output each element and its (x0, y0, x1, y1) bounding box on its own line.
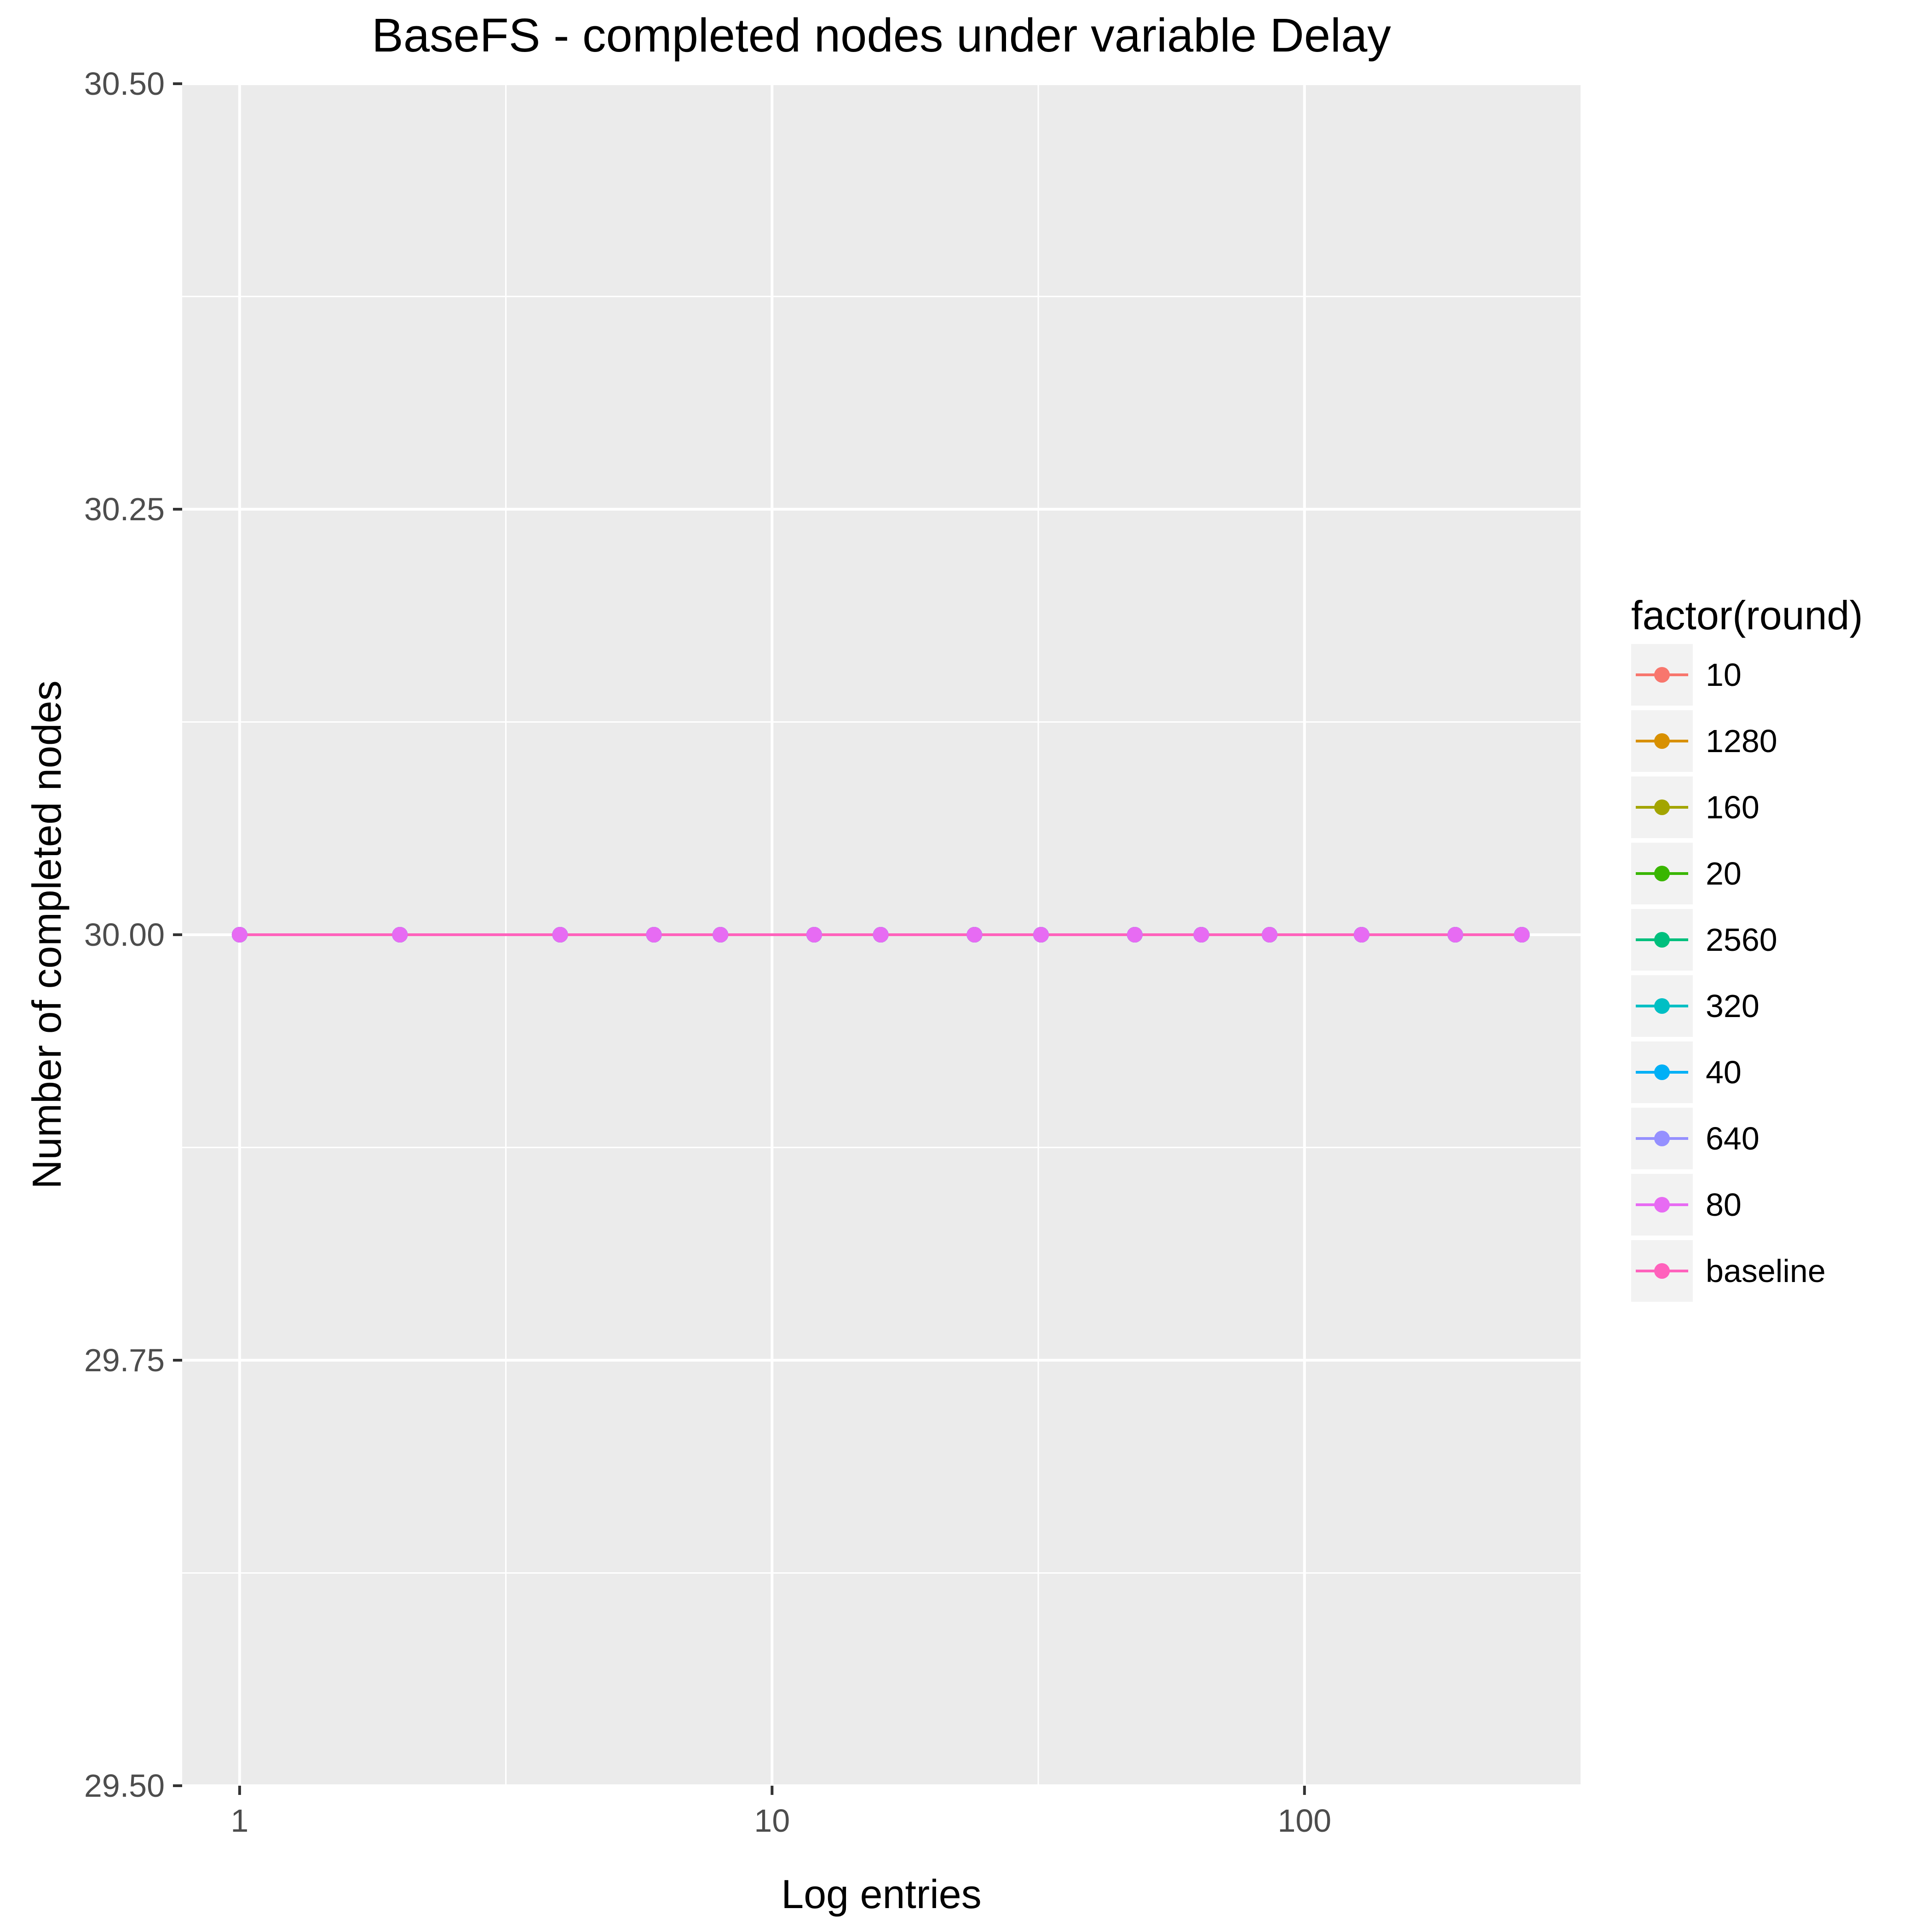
y-tick-label: 29.75 (84, 1342, 165, 1378)
x-tick-label: 10 (754, 1803, 790, 1839)
legend-label-640: 640 (1706, 1121, 1760, 1156)
y-axis: 29.50 29.75 30.00 30.25 30.50 (84, 66, 182, 1804)
legend-label-baseline: baseline (1706, 1253, 1826, 1289)
legend-label-20: 20 (1706, 856, 1742, 891)
x-axis-label: Log entries (781, 1871, 981, 1917)
legend-key-point (1654, 1064, 1670, 1080)
data-point-80 (966, 927, 983, 943)
x-tick-label: 1 (230, 1803, 248, 1839)
legend-key-point (1654, 733, 1670, 749)
legend-key-point (1654, 799, 1670, 815)
data-point-80 (1193, 927, 1209, 943)
legend-label-2560: 2560 (1706, 922, 1777, 958)
legend-label-10: 10 (1706, 657, 1742, 693)
data-point-80 (1127, 927, 1143, 943)
data-point-80 (1447, 927, 1463, 943)
legend-label-160: 160 (1706, 789, 1760, 825)
legend-title: factor(round) (1631, 592, 1863, 638)
data-point-80 (806, 927, 822, 943)
data-point-80 (231, 927, 247, 943)
legend: factor(round) 10 1280 160 20 2560 320 40 640 80 b… (1631, 592, 1863, 1302)
data-point-80 (873, 927, 889, 943)
data-point-80 (1353, 927, 1369, 943)
data-point-80 (1033, 927, 1049, 943)
legend-key-point (1654, 932, 1670, 948)
legend-label-1280: 1280 (1706, 723, 1777, 759)
legend-key-point (1654, 667, 1670, 683)
y-axis-label: Number of completed nodes (24, 680, 69, 1189)
data-point-80 (646, 927, 662, 943)
chart-title: BaseFS - completed nodes under variable … (372, 9, 1391, 62)
data-point-80 (392, 927, 408, 943)
data-point-80 (1514, 927, 1530, 943)
legend-key-point (1654, 1197, 1670, 1213)
legend-label-320: 320 (1706, 988, 1760, 1024)
y-tick-label: 30.25 (84, 491, 165, 527)
legend-key-point (1654, 866, 1670, 881)
x-tick-label: 100 (1277, 1803, 1331, 1839)
data-point-80 (713, 927, 729, 943)
data-point-80 (1262, 927, 1278, 943)
y-tick-label: 29.50 (84, 1768, 165, 1804)
legend-key-point (1654, 998, 1670, 1014)
legend-label-40: 40 (1706, 1054, 1742, 1090)
legend-key-point (1654, 1131, 1670, 1146)
legend-label-80: 80 (1706, 1187, 1742, 1223)
y-tick-label: 30.50 (84, 66, 165, 102)
legend-key-point (1654, 1263, 1670, 1279)
x-axis: 1 10 100 (230, 1786, 1331, 1839)
series-points (231, 927, 1530, 943)
y-tick-label: 30.00 (84, 917, 165, 953)
data-point-80 (552, 927, 568, 943)
